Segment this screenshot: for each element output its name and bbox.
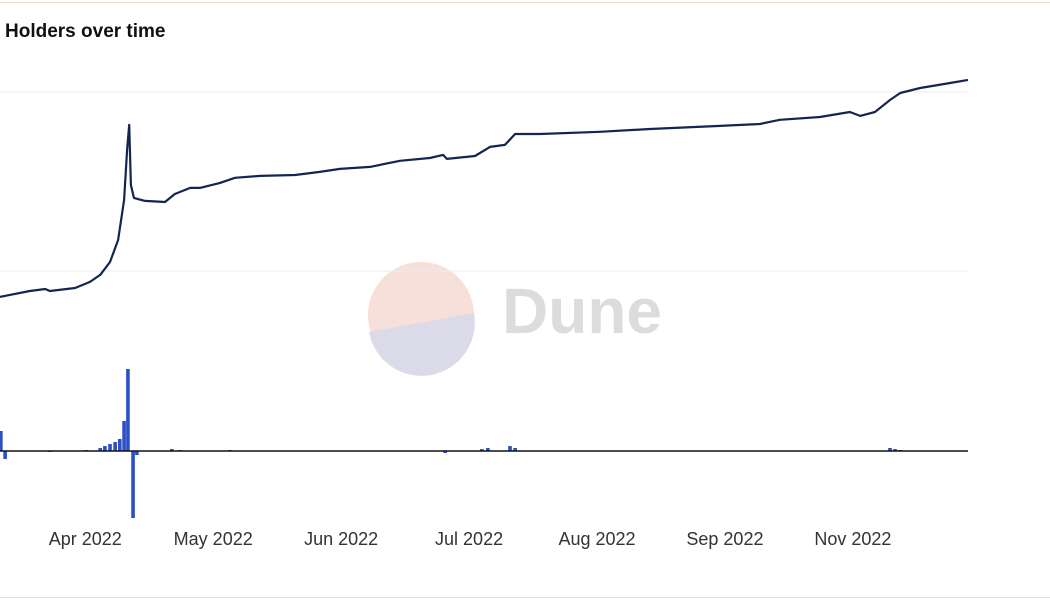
x-tick-label: Nov 2022 [814, 529, 891, 549]
bar [126, 369, 130, 451]
bar [108, 444, 112, 451]
watermark-logo [369, 313, 475, 376]
bar [486, 448, 490, 451]
bar [122, 421, 126, 451]
line [0, 78, 969, 298]
bar [480, 449, 484, 451]
x-tick-label: Apr 2022 [49, 529, 122, 549]
bar [170, 449, 174, 451]
bar [513, 448, 517, 451]
x-tick-label: Sep 2022 [686, 529, 763, 549]
x-tick-label: May 2022 [174, 529, 253, 549]
x-tick-label: Jun 2022 [304, 529, 378, 549]
bar [893, 449, 897, 451]
bar [135, 451, 139, 455]
bar [508, 446, 512, 451]
bar [103, 446, 107, 451]
bar [3, 451, 7, 459]
x-tick-label: Aug 2022 [558, 529, 635, 549]
watermark-text: Dune [502, 275, 662, 347]
bar [443, 451, 447, 453]
bar [118, 439, 122, 451]
chart-title: Holders over time [5, 21, 166, 42]
bar [888, 448, 892, 451]
x-tick-label: Jul 2022 [435, 529, 503, 549]
bar [98, 448, 103, 451]
bar [113, 442, 117, 451]
bar [131, 451, 135, 518]
watermark: Dune [368, 262, 662, 376]
bar [0, 431, 3, 451]
